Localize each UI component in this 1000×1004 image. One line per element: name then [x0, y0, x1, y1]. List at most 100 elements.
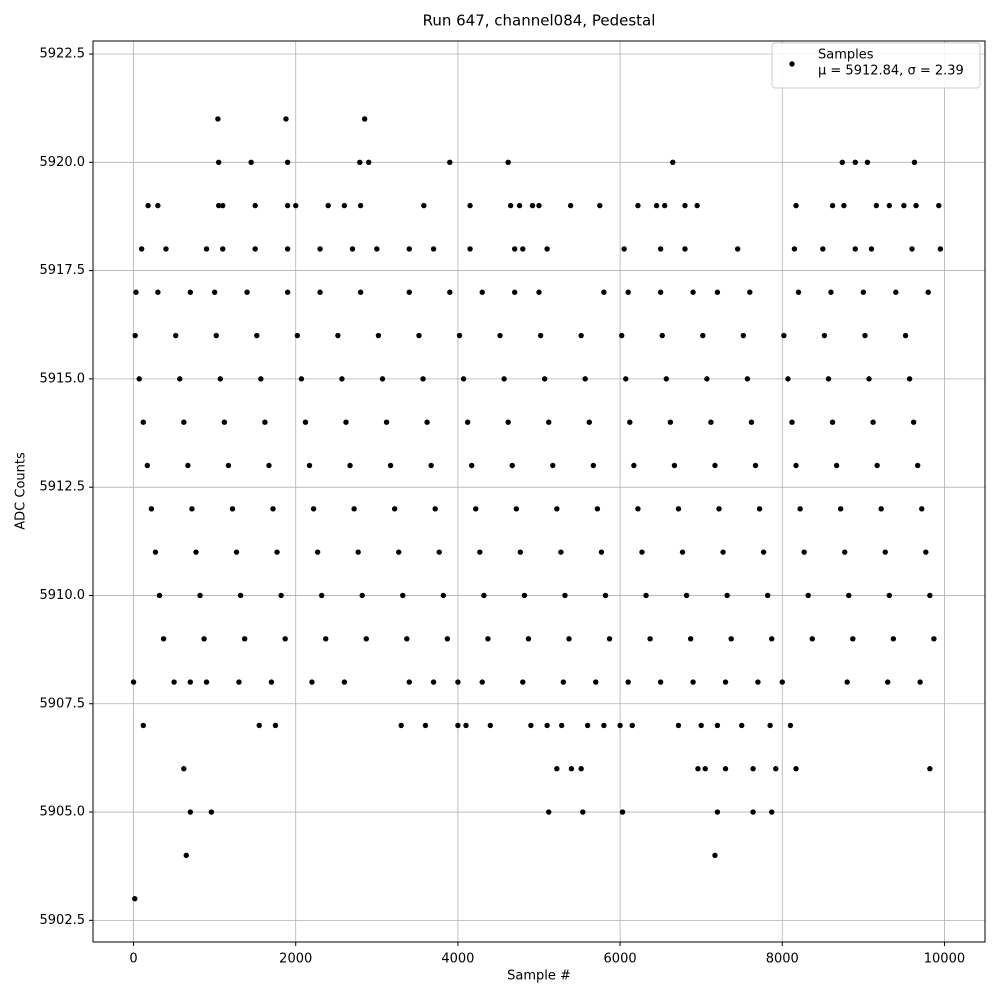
- point: [580, 809, 586, 815]
- point: [554, 506, 560, 512]
- point: [755, 679, 761, 685]
- points: [130, 116, 944, 902]
- point: [582, 376, 588, 382]
- point: [481, 592, 487, 599]
- point: [501, 376, 507, 382]
- point: [187, 289, 194, 295]
- point: [432, 506, 438, 512]
- point: [309, 679, 315, 685]
- point: [349, 246, 356, 252]
- point: [351, 506, 357, 512]
- point: [187, 809, 194, 815]
- legend: Samples μ = 5912.84, σ = 2.39: [771, 42, 981, 89]
- point: [625, 289, 631, 295]
- point: [544, 246, 550, 252]
- point: [363, 636, 369, 642]
- point: [901, 202, 907, 209]
- y-tick-label: 5907.5: [40, 696, 86, 711]
- point: [852, 246, 858, 252]
- point: [821, 332, 828, 339]
- legend-box: [771, 42, 981, 89]
- point: [653, 202, 660, 209]
- point: [284, 246, 291, 252]
- point: [769, 809, 775, 815]
- x-tick-label: 0: [129, 952, 137, 967]
- point: [447, 289, 453, 295]
- point: [464, 419, 471, 425]
- point: [785, 376, 791, 382]
- point: [748, 419, 755, 425]
- point: [155, 289, 161, 295]
- point: [357, 289, 364, 295]
- point: [670, 159, 676, 165]
- point: [647, 636, 653, 642]
- point: [282, 636, 288, 642]
- point: [428, 462, 434, 469]
- point: [254, 332, 260, 339]
- point: [657, 289, 664, 295]
- y-tick-label: 5902.5: [40, 913, 86, 928]
- point: [422, 722, 429, 729]
- point: [497, 332, 503, 339]
- point: [874, 462, 880, 469]
- point: [544, 722, 550, 729]
- point: [862, 332, 868, 339]
- point: [132, 332, 138, 339]
- point: [682, 246, 688, 252]
- point: [578, 766, 584, 772]
- point: [317, 246, 323, 252]
- point: [357, 159, 363, 165]
- point: [270, 506, 276, 512]
- point: [629, 722, 635, 729]
- point: [404, 636, 410, 642]
- x-tick-label: 2000: [279, 952, 312, 967]
- point: [145, 202, 151, 209]
- point: [225, 462, 232, 469]
- point: [779, 679, 785, 685]
- point: [890, 636, 897, 642]
- point: [274, 549, 280, 555]
- point: [756, 506, 763, 512]
- point: [208, 809, 215, 815]
- point: [559, 722, 565, 729]
- point: [739, 722, 745, 729]
- point: [619, 809, 626, 815]
- point: [720, 549, 726, 555]
- point: [416, 332, 422, 339]
- point: [882, 549, 888, 555]
- point: [220, 246, 226, 252]
- point: [558, 549, 564, 555]
- point: [455, 679, 461, 685]
- point: [931, 636, 937, 642]
- point: [241, 636, 248, 642]
- point: [302, 419, 309, 425]
- point: [750, 809, 756, 815]
- point: [355, 549, 361, 555]
- point: [318, 592, 325, 599]
- point: [787, 722, 794, 729]
- point: [661, 202, 668, 209]
- point: [323, 636, 329, 642]
- point: [171, 679, 177, 685]
- point: [793, 462, 799, 469]
- point: [911, 159, 918, 165]
- y-tick-label: 5910.0: [40, 588, 86, 603]
- point: [902, 332, 909, 339]
- point: [203, 246, 210, 252]
- point: [341, 679, 348, 685]
- point: [335, 332, 341, 339]
- point: [568, 766, 575, 772]
- point: [248, 159, 254, 165]
- point: [671, 462, 678, 469]
- point: [708, 419, 714, 425]
- point: [893, 289, 899, 295]
- point: [833, 462, 840, 469]
- point: [163, 246, 169, 252]
- point: [424, 419, 430, 425]
- point: [460, 376, 467, 382]
- y-axis-label: ADC Counts: [14, 452, 29, 530]
- point: [140, 419, 146, 425]
- point: [702, 766, 708, 772]
- point: [314, 549, 321, 555]
- chart-title: Run 647, channel084, Pedestal: [423, 12, 656, 30]
